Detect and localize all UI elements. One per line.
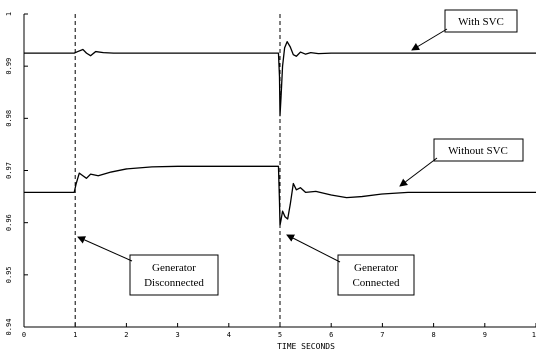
without-svc-label: Without SVC: [448, 145, 508, 157]
y-tick-label: 0.96: [5, 214, 13, 231]
x-tick-label: 8: [431, 331, 435, 339]
with-svc-arrow: [411, 28, 448, 51]
x-tick-label: 5: [278, 331, 282, 339]
x-tick-label: 4: [227, 331, 231, 339]
series-line-without-svc: [24, 165, 536, 226]
y-tick-label: 1: [5, 12, 13, 16]
x-tick-label: 2: [124, 331, 128, 339]
generator-disconnected-arrow: [77, 236, 133, 262]
y-tick-label: 0.98: [5, 110, 13, 127]
x-tick-label: 7: [380, 331, 384, 339]
x-tick-label: 9: [483, 331, 487, 339]
y-tick-label: 0.97: [5, 162, 13, 179]
series-lines: [24, 41, 536, 226]
x-tick-label: 0: [22, 331, 26, 339]
generator-connected-label-line1: Generator: [354, 262, 398, 274]
axes: 0 1 2 3 4 5 6 7 8 9 10 0.94 0.95 0.96 0.97 0.98 0.99 1: [5, 12, 536, 339]
series-line-with-svc: [24, 41, 536, 117]
generator-connected-arrow: [286, 234, 341, 263]
without-svc-label-box: [433, 138, 524, 162]
generator-disconnected-label-box: [129, 254, 219, 296]
x-tick-label: 1: [73, 331, 77, 339]
x-tick-label: 3: [175, 331, 179, 339]
generator-disconnected-label-line2: Disconnected: [144, 277, 204, 289]
event-markers: [74, 14, 281, 327]
with-svc-label: With SVC: [458, 16, 504, 28]
without-svc-arrow: [399, 157, 438, 187]
y-tick-label: 0.94: [5, 319, 13, 336]
x-axis-title: TIME SECONDS: [277, 342, 335, 351]
x-tick-label: 6: [329, 331, 333, 339]
y-tick-label: 0.95: [5, 266, 13, 283]
with-svc-label-box: [444, 9, 518, 33]
generator-connected-label-line2: Connected: [352, 277, 400, 289]
annotations: With SVC Without SVC Generator Disconnec…: [77, 9, 524, 296]
generator-disconnected-label-line1: Generator: [152, 262, 196, 274]
y-tick-label: 0.99: [5, 58, 13, 75]
generator-connected-label-box: [337, 254, 415, 296]
x-tick-label: 10: [532, 331, 536, 339]
